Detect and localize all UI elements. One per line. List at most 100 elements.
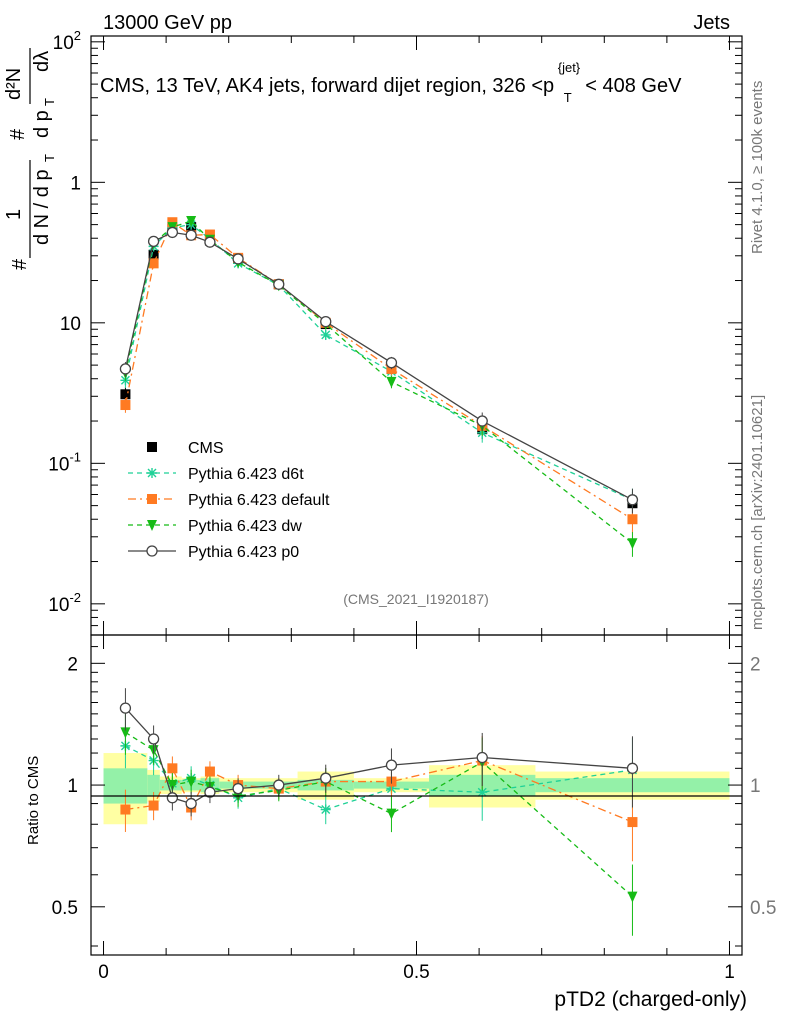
x-axis-label: pTD2 (charged-only) <box>554 988 747 1011</box>
y-axis-label-ratio: Ratio to CMS <box>25 756 42 845</box>
ratio-point-pythia-6-423-d6t-9 <box>477 787 488 798</box>
ratio-point-pythia-6-423-p0-4 <box>204 786 216 798</box>
main-point-pythia-6-423-p0-8 <box>385 357 398 369</box>
ratio-point-pythia-6-423-dw-10 <box>627 891 638 903</box>
legend-marker-pythia-6-423-dw <box>147 520 157 531</box>
ratio-point-pythia-6-423-p0-2 <box>166 792 179 804</box>
legend-marker-pythia-6-423-p0 <box>146 545 158 557</box>
main-point-pythia-6-423-p0-4 <box>204 236 216 248</box>
main-line-pythia-6-423-dw <box>124 220 633 544</box>
ratio-point-pythia-6-423-p0-3 <box>185 797 197 810</box>
main-point-pythia-6-423-p0-5 <box>232 253 244 265</box>
legend-label-pythia-6-423-p0: Pythia 6.423 p0 <box>188 544 299 561</box>
legend-marker-pythia-6-423-default <box>147 494 157 504</box>
legend-label-pythia-6-423-dw: Pythia 6.423 dw <box>188 518 302 535</box>
analysis-tag: (CMS_2021_I1920187) <box>343 591 489 607</box>
ratio-point-pythia-6-423-default-2 <box>167 763 178 774</box>
main-point-pythia-6-423-p0-0 <box>119 363 132 375</box>
ylabel-dpt: d p <box>31 110 53 138</box>
main-series-layer <box>119 216 639 557</box>
plot-title-end: < 408 GeV <box>585 75 682 97</box>
ratio-point-pythia-6-423-p0-0 <box>119 702 132 714</box>
ratio-point-pythia-6-423-p0-9 <box>476 751 488 764</box>
main-point-pythia-6-423-dw-3 <box>186 216 197 228</box>
header-left: 13000 GeV pp <box>103 12 232 34</box>
main-point-pythia-6-423-default-0 <box>120 400 131 411</box>
ratio-point-pythia-6-423-d6t-7 <box>320 804 331 815</box>
main-line-pythia-6-423-p0 <box>124 231 633 501</box>
ratio-point-pythia-6-423-p0-6 <box>273 779 285 791</box>
main-point-pythia-6-423-p0-10 <box>626 494 639 506</box>
ylabel-one: 1 <box>3 209 25 220</box>
plot-title: CMS, 13 TeV, AK4 jets, forward dijet reg… <box>100 55 682 107</box>
ylabel-d2n: d²N <box>3 68 25 100</box>
main-point-pythia-6-423-p0-3 <box>185 229 197 241</box>
x-tick-label-0: 0 <box>98 962 109 983</box>
ratio-point-pythia-6-423-p0-7 <box>320 772 332 784</box>
main-point-pythia-6-423-d6t-7 <box>320 329 331 340</box>
ratio-point-pythia-6-423-dw-2 <box>167 780 178 792</box>
legend-label-pythia-6-423-d6t: Pythia 6.423 d6t <box>188 466 304 483</box>
side-text-mcplots: mcplots.cern.ch [arXiv:2401.10621] <box>749 395 766 630</box>
legend-marker-pythia-6-423-d6t <box>147 468 157 478</box>
ratio-line-pythia-6-423-dw <box>125 731 633 898</box>
ratio-point-pythia-6-423-p0-8 <box>385 759 398 771</box>
band-inner-1 <box>147 774 160 796</box>
yratio-tick-label-0: 2 <box>67 654 78 675</box>
ratio-point-pythia-6-423-default-0 <box>120 804 131 815</box>
ymain-tick-label-2: 10 <box>60 314 81 335</box>
ylabel-dn-dpt: d N / d p <box>31 169 53 245</box>
ratio-point-pythia-6-423-default-1 <box>148 800 159 811</box>
main-point-pythia-6-423-dw-10 <box>627 538 638 550</box>
main-point-pythia-6-423-p0-2 <box>166 226 179 239</box>
ylabel-dlambda: dλ <box>31 51 53 72</box>
ratio-point-pythia-6-423-p0-1 <box>147 733 160 745</box>
ratio-point-pythia-6-423-p0-10 <box>626 762 639 774</box>
ratio-point-pythia-6-423-dw-0 <box>120 727 131 739</box>
plot-title-sup: {jet} <box>558 60 581 75</box>
ymain-tick-label-4: 10-2 <box>48 590 81 616</box>
axis-ticks: 0 0.5 1 102 1 10 10-1 10-2 2 2 1 1 0.5 0.5 <box>48 28 776 983</box>
main-point-pythia-6-423-p0-7 <box>320 315 332 328</box>
main-point-pythia-6-423-p0-6 <box>273 278 285 290</box>
plot-title-main: CMS, 13 TeV, AK4 jets, forward dijet reg… <box>100 75 554 97</box>
header-right: Jets <box>693 12 730 34</box>
ratio-point-pythia-6-423-dw-8 <box>386 808 397 820</box>
yratio-tick-label-2: 0.5 <box>52 898 78 919</box>
main-point-pythia-6-423-p0-9 <box>476 415 488 427</box>
main-point-pythia-6-423-default-1 <box>148 258 159 269</box>
plot-title-sub: T <box>564 90 572 105</box>
yratio-tick-label-right-0: 2 <box>750 654 761 675</box>
ymain-tick-label-3: 10-1 <box>48 449 81 475</box>
ratio-point-pythia-6-423-dw-3 <box>186 776 197 788</box>
ratio-point-pythia-6-423-default-4 <box>204 766 215 777</box>
main-point-cms-1 <box>148 249 159 260</box>
ratio-series-layer <box>119 688 639 936</box>
main-point-pythia-6-423-p0-1 <box>147 235 160 248</box>
yratio-tick-label-right-2: 0.5 <box>750 898 776 919</box>
main-point-pythia-6-423-dw-8 <box>386 376 397 388</box>
ratio-point-pythia-6-423-default-10 <box>627 817 638 828</box>
legend-label-cms: CMS <box>188 440 224 457</box>
legend-label-pythia-6-423-default: Pythia 6.423 default <box>188 492 330 509</box>
main-point-cms-0 <box>120 389 131 400</box>
ylabel-sub-t-1: T <box>42 154 57 162</box>
ylabel-hash-2: # <box>7 128 29 140</box>
x-tick-label-2: 1 <box>724 962 735 983</box>
x-tick-label-1: 0.5 <box>403 962 429 983</box>
main-point-pythia-6-423-default-4 <box>204 229 215 240</box>
ylabel-hash-1: # <box>9 258 31 270</box>
legend: CMS Pythia 6.423 d6t Pythia 6.423 default P… <box>128 440 330 561</box>
ratio-line-pythia-6-423-d6t <box>125 745 633 811</box>
ylabel-sub-t-2: T <box>42 98 57 106</box>
side-text-rivet: Rivet 4.1.0, ≥ 100k events <box>749 81 766 254</box>
legend-marker-cms <box>147 442 157 452</box>
main-point-pythia-6-423-default-10 <box>627 514 638 525</box>
ymain-tick-label-0: 102 <box>53 28 81 54</box>
y-axis-label-main: # 1 d N / d p T # d²N d p T dλ <box>3 48 57 270</box>
yratio-tick-label-1: 1 <box>67 776 78 797</box>
main-line-pythia-6-423-d6t <box>124 223 633 501</box>
ratio-point-pythia-6-423-p0-5 <box>232 782 244 795</box>
ymain-tick-label-1: 1 <box>70 173 81 194</box>
